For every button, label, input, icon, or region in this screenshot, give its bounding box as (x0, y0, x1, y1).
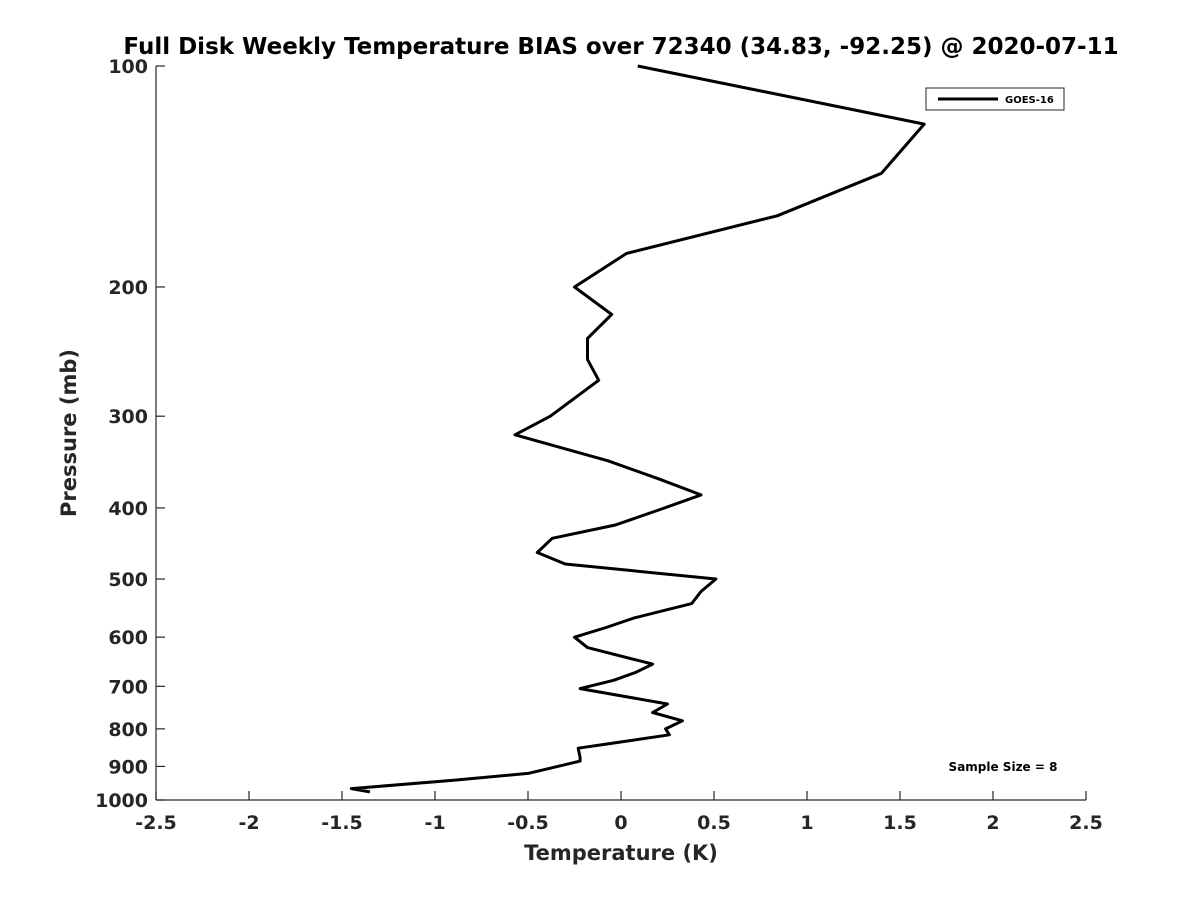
y-tick-label: 400 (108, 498, 148, 520)
sample-size-annotation: Sample Size = 8 (949, 760, 1058, 774)
x-tick-label: 1.5 (883, 812, 917, 834)
legend: GOES-16 (925, 87, 1065, 111)
legend-label-goes-16: GOES-16 (1005, 95, 1054, 106)
y-tick-label: 600 (108, 627, 148, 649)
axes-box (155, 66, 1086, 801)
x-ticks: -2.5 -2 -1.5 -1 -0.5 0 0.5 1 1.5 2 2.5 (135, 791, 1103, 834)
x-tick-label: 1 (800, 812, 813, 834)
x-tick-label: -2 (238, 812, 259, 834)
chart-title: Full Disk Weekly Temperature BIAS over 7… (123, 34, 1118, 60)
y-tick-label: 700 (108, 676, 148, 698)
y-tick-label: 300 (108, 406, 148, 428)
y-axis-label: Pressure (mb) (57, 349, 81, 517)
x-tick-label: -2.5 (135, 812, 177, 834)
series-line-goes-16 (349, 64, 926, 794)
x-tick-label: -0.5 (507, 812, 549, 834)
y-tick-label: 200 (108, 277, 148, 299)
series-layer (349, 64, 926, 794)
y-tick-label: 100 (108, 56, 148, 78)
y-tick-label: 800 (108, 719, 148, 741)
x-axis-label: Temperature (K) (524, 841, 718, 865)
y-tick-label: 1000 (95, 790, 148, 812)
y-tick-label: 500 (108, 569, 148, 591)
y-ticks: 100 200 300 400 500 600 700 800 900 1000 (95, 56, 165, 812)
x-tick-label: 2 (986, 812, 999, 834)
y-tick-label: 900 (108, 756, 148, 778)
x-tick-label: -1.5 (321, 812, 363, 834)
x-tick-label: -1 (424, 812, 445, 834)
x-tick-label: 0.5 (697, 812, 731, 834)
x-tick-label: 0 (614, 812, 627, 834)
x-tick-label: 2.5 (1069, 812, 1103, 834)
